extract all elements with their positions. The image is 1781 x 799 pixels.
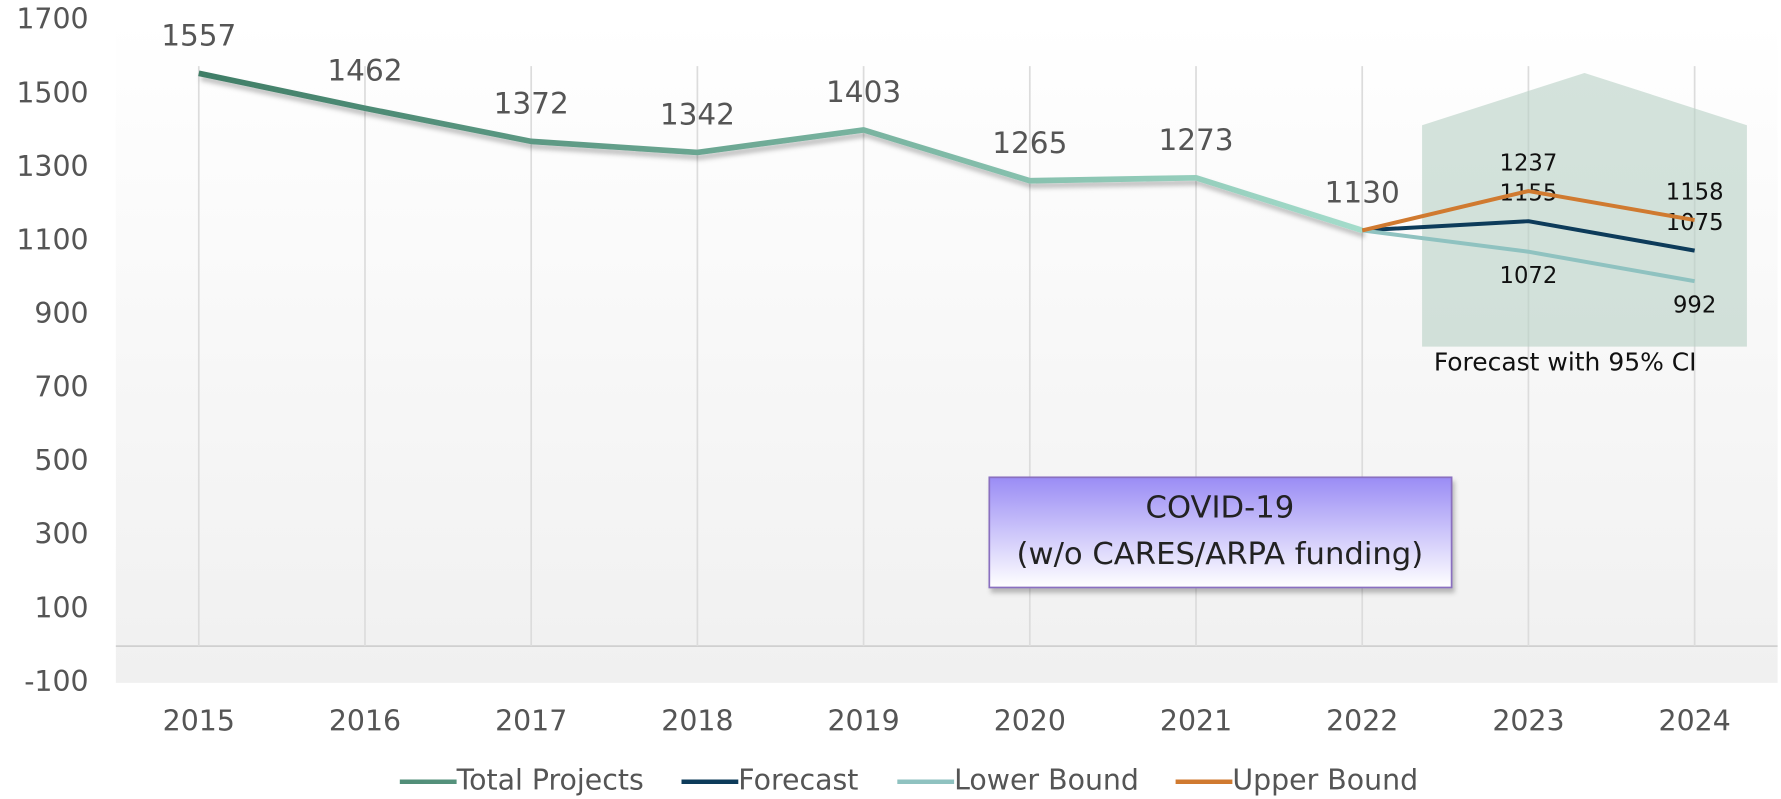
x-tick-label: 2020 [994,705,1066,738]
y-tick-label: 1300 [16,150,88,183]
x-tick-label: 2019 [827,705,899,738]
x-tick-label: 2018 [661,705,733,738]
annotation: COVID-19 [1146,491,1295,526]
legend-label: Forecast [738,764,858,797]
data-label: 1237 [1500,150,1558,176]
data-label: 1072 [1500,263,1558,289]
forecast-region [1422,72,1747,347]
y-tick-label: 100 [34,591,88,624]
data-label: 1273 [1158,123,1233,157]
data-label: 1403 [826,75,901,109]
y-tick-label: 700 [34,371,88,404]
annotation: (w/o CARES/ARPA funding) [1017,537,1424,572]
data-label: 1158 [1666,179,1724,205]
y-tick-label: 300 [34,518,88,551]
legend-label: Upper Bound [1232,764,1418,797]
x-tick-label: 2015 [163,705,235,738]
series-line [198,70,1364,234]
series-line [1361,228,1695,284]
y-tick-label: 500 [34,444,88,477]
x-tick-label: 2021 [1160,705,1232,738]
x-tick-label: 2016 [329,705,401,738]
x-tick-label: 2022 [1326,705,1398,738]
series-line [1362,219,1695,253]
y-tick-label: 1500 [16,76,88,109]
data-label: 992 [1673,293,1716,319]
series-line [1361,189,1695,233]
annotation: Forecast with 95% CI [1434,348,1697,377]
y-tick-label: 1100 [16,223,88,256]
data-label: 1130 [1325,176,1400,210]
data-label: 1462 [327,53,402,87]
data-label: 1372 [494,87,569,121]
y-tick-label: 900 [34,297,88,330]
y-tick-label: 1700 [16,3,88,36]
data-label: 1075 [1666,210,1724,236]
x-tick-label: 2023 [1492,705,1564,738]
x-tick-label: 2017 [495,705,567,738]
legend-label: Total Projects [456,764,644,797]
y-tick-label: -100 [24,665,88,698]
data-label: 1557 [161,18,236,52]
data-label: 1265 [992,126,1067,160]
covid-box [988,476,1453,589]
data-label: 1342 [660,98,735,132]
legend-label: Lower Bound [954,764,1139,797]
x-tick-label: 2024 [1659,705,1731,738]
